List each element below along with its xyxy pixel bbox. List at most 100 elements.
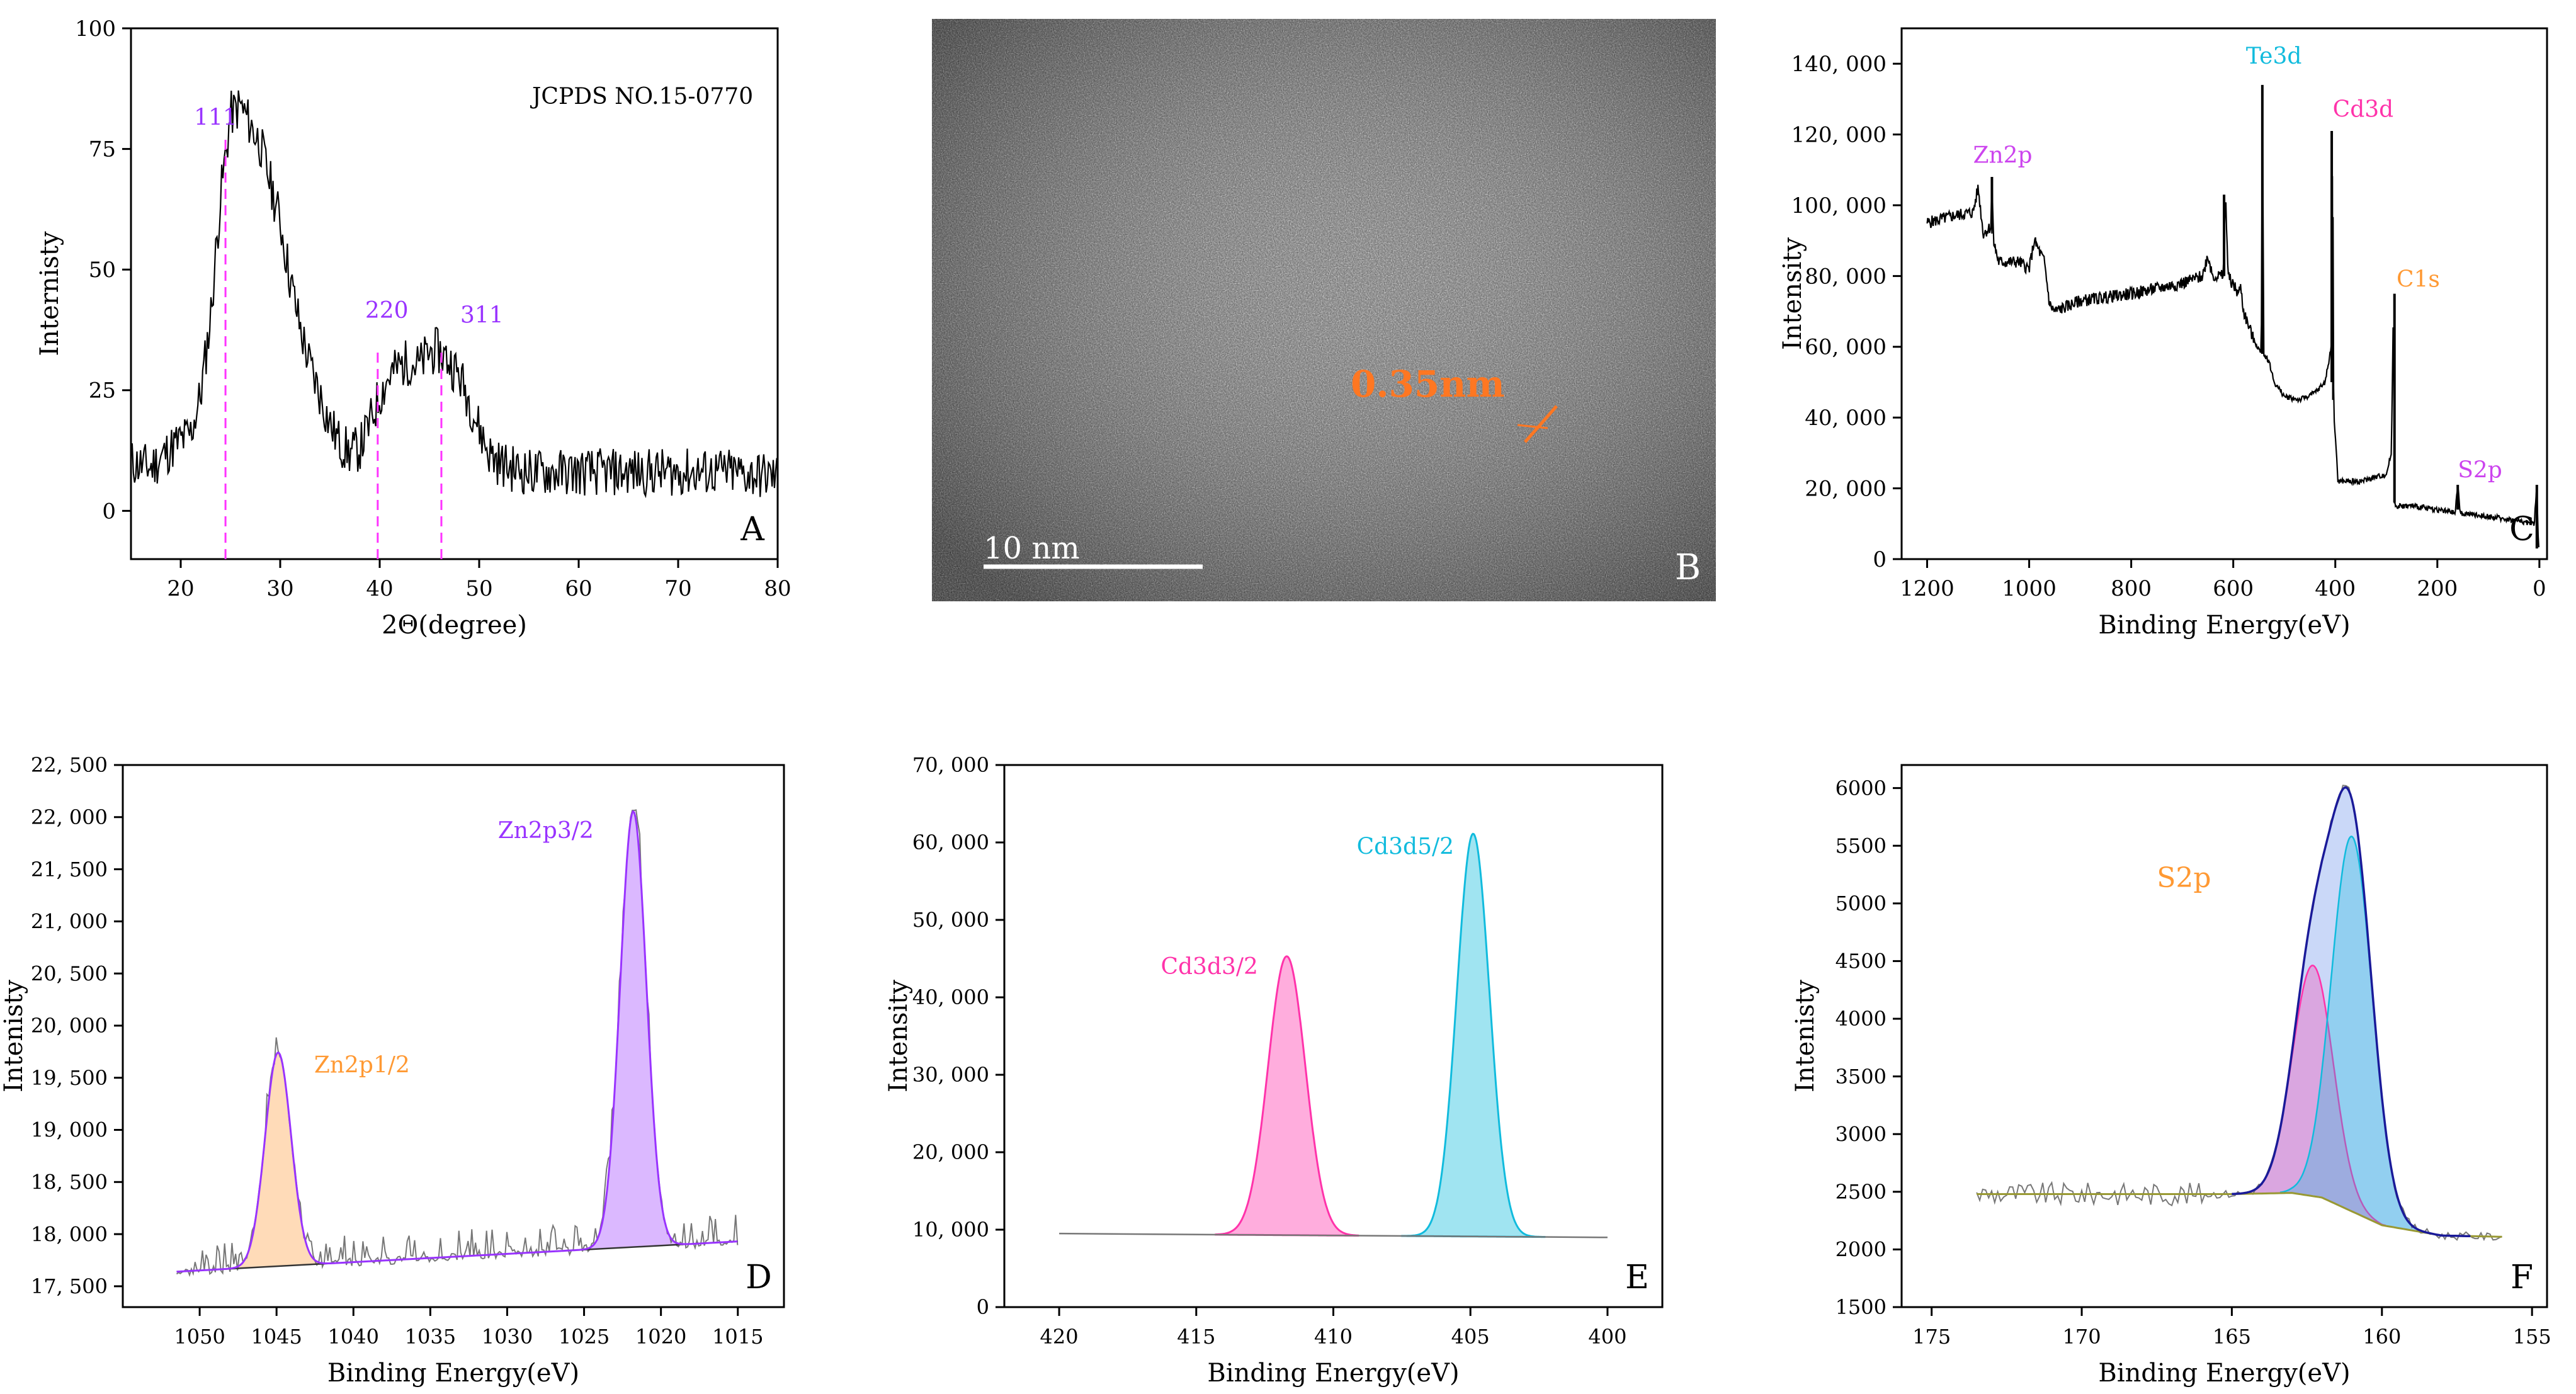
peak-label: 111	[194, 105, 237, 130]
baseline-line	[1977, 1192, 2502, 1238]
y-tick-label: 20, 000	[912, 1140, 989, 1164]
raw-data-curve	[1976, 785, 2502, 1242]
y-tick-label: 50, 000	[912, 908, 989, 932]
x-tick-label: 420	[1040, 1325, 1079, 1349]
panel-label: E	[1625, 1259, 1649, 1296]
y-tick-label: 3500	[1836, 1065, 1887, 1089]
y-tick-label: 19, 000	[31, 1118, 108, 1142]
zn2p-panel: 1050 1045 1040 1035 1030 1025 1020 1015 17, 500 1…	[0, 724, 812, 1391]
xps-survey-panel: 1200 1000 800 600 400 200 0 0 20, 000 40, 000 60, …	[1750, 0, 2576, 655]
plot-frame	[1900, 27, 2548, 560]
y-tick-label: 5500	[1836, 834, 1887, 858]
y-axis-label: Intenisty	[1791, 980, 1820, 1092]
y-tick-label: 21, 000	[31, 910, 108, 934]
x-tick-label: 30	[266, 576, 293, 601]
x-axis-label: Binding Energy(eV)	[1207, 1359, 1459, 1388]
x-tick-label: 60	[565, 576, 592, 601]
y-tick-label: 10, 000	[912, 1218, 989, 1242]
panel-label-b: B	[1675, 547, 1701, 588]
tem-micrograph: 0.35nm 10 nm B	[932, 19, 1716, 601]
x-tick-label: 1025	[559, 1325, 610, 1349]
cd3d-chart: 420 415 410 405 400 0 10, 000 20, 000 30, 000 40,…	[884, 753, 1664, 1388]
y-tick-label: 4000	[1836, 1007, 1887, 1031]
peak-label: S2p	[2458, 458, 2502, 484]
x-tick-label: 160	[2363, 1325, 2401, 1349]
y-tick-label: 100	[75, 16, 116, 42]
y-tick-label: 6000	[1836, 776, 1887, 800]
peak-fill	[232, 1052, 324, 1269]
plot-frame	[122, 764, 785, 1308]
y-tick-label: 120, 000	[1791, 123, 1887, 148]
xrd-chart-panel: 20 30 40 50 60 70 80 0 25 50 75 100 2Θ(degree) Intern…	[0, 0, 812, 655]
x-tick-label: 405	[1451, 1325, 1490, 1349]
x-tick-label: 410	[1314, 1325, 1353, 1349]
y-tick-label: 1500	[1836, 1295, 1887, 1319]
x-tick-label: 40	[366, 576, 393, 601]
peak-label: Te3d	[2246, 43, 2301, 69]
y-tick-label: 4500	[1836, 949, 1887, 973]
y-tick-label: 75	[89, 137, 116, 162]
peak-fill	[1215, 955, 1359, 1237]
y-tick-label: 60, 000	[912, 830, 989, 854]
y-tick-label: 21, 500	[31, 858, 108, 881]
peak-label: 311	[460, 302, 504, 328]
y-tick-label: 2000	[1836, 1238, 1887, 1262]
x-tick-label: 415	[1177, 1325, 1215, 1349]
x-tick-label: 1035	[405, 1325, 456, 1349]
y-axis-label: Intensity	[884, 980, 913, 1092]
y-tick-label: 18, 000	[31, 1222, 108, 1246]
peak-label: Zn2p	[1973, 143, 2032, 169]
peak-label: Zn2p3/2	[498, 818, 594, 844]
y-tick-label: 100, 000	[1791, 193, 1887, 218]
x-tick-label: 70	[664, 576, 691, 601]
xps-survey-curve	[1926, 139, 2539, 548]
x-tick-label: 400	[2315, 576, 2356, 601]
peak-label: Cd3d	[2333, 97, 2394, 123]
fit-envelope	[2232, 786, 2471, 1238]
x-tick-label: 50	[465, 576, 492, 601]
y-tick-label: 30, 000	[912, 1063, 989, 1087]
x-tick-label: 600	[2213, 576, 2254, 601]
y-tick-label: 5000	[1836, 892, 1887, 915]
scale-bar-label: 10 nm	[984, 531, 1080, 566]
panel-label: C	[2509, 511, 2534, 548]
y-axis-label: Internisty	[35, 231, 64, 356]
y-tick-label: 0	[977, 1295, 989, 1319]
y-tick-label: 25	[89, 378, 116, 404]
x-tick-label: 1020	[635, 1325, 686, 1349]
peak-label: 220	[365, 298, 409, 324]
baseline-line	[1059, 1232, 1608, 1238]
y-tick-label: 2500	[1836, 1180, 1887, 1204]
x-tick-label: 1030	[482, 1325, 533, 1349]
x-tick-label: 200	[2417, 576, 2458, 601]
y-axis-label: Intensity	[1778, 237, 1807, 350]
cd3d-panel: 420 415 410 405 400 0 10, 000 20, 000 30, 000 40,…	[869, 724, 1706, 1391]
y-tick-label: 17, 500	[31, 1274, 108, 1298]
y-tick-label: 3000	[1836, 1122, 1887, 1146]
xrd-curve	[130, 90, 778, 499]
panel-label: D	[746, 1259, 772, 1296]
lattice-marker	[1524, 405, 1558, 443]
y-tick-label: 20, 000	[1805, 477, 1887, 502]
plot-frame	[1900, 764, 2548, 1308]
peak-label: Cd3d5/2	[1357, 834, 1454, 859]
xps-survey-chart: 1200 1000 800 600 400 200 0 0 20, 000 40, 000 60, …	[1778, 27, 2548, 640]
plot-frame	[130, 27, 779, 560]
y-tick-label: 0	[102, 499, 116, 524]
x-axis-label: Binding Energy(eV)	[2098, 611, 2350, 640]
peak-fill	[587, 811, 679, 1250]
x-tick-label: 0	[2533, 576, 2546, 601]
x-tick-label: 1015	[712, 1325, 763, 1349]
y-tick-label: 20, 000	[31, 1014, 108, 1038]
y-tick-label: 70, 000	[912, 753, 989, 777]
peak-label: C1s	[2397, 266, 2440, 292]
x-tick-label: 800	[2111, 576, 2152, 601]
x-tick-label: 165	[2213, 1325, 2251, 1349]
panel-label: A	[740, 511, 765, 548]
x-tick-label: 170	[2063, 1325, 2101, 1349]
peak-label: Zn2p1/2	[314, 1052, 410, 1078]
lattice-marker-tick	[1517, 424, 1548, 429]
x-axis-label: Binding Energy(eV)	[327, 1359, 579, 1388]
tem-image: 0.35nm 10 nm B	[932, 19, 1716, 601]
s2p-panel: 175 170 165 160 155 1500 2000 2500 3000 3500 4000 4…	[1750, 724, 2576, 1391]
